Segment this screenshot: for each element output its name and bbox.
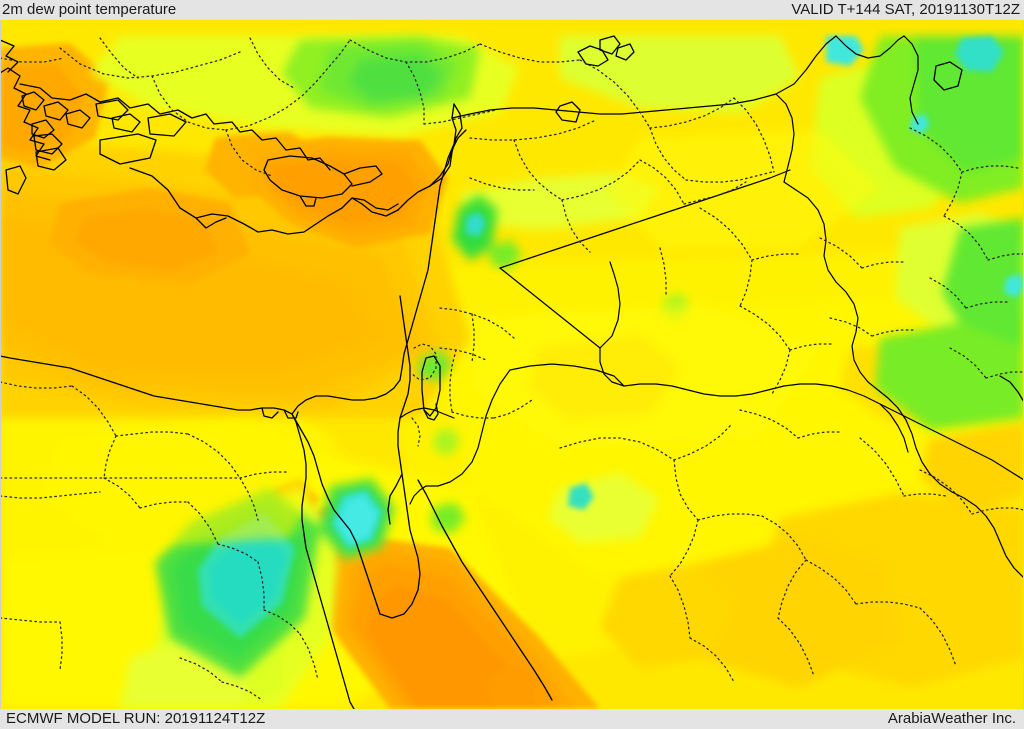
header-bar: 2m dew point temperature VALID T+144 SAT… xyxy=(0,0,1024,20)
page-title: 2m dew point temperature xyxy=(2,1,177,18)
map-canvas[interactable] xyxy=(0,18,1024,709)
dew-point-contour-plot xyxy=(0,18,1024,709)
field-teal xyxy=(198,36,1024,638)
plot-edge-left xyxy=(0,18,1,709)
field-highlights xyxy=(40,130,880,548)
footer-bar: ECMWF MODEL RUN: 20191124T12Z ArabiaWeat… xyxy=(0,709,1024,729)
valid-time-label: VALID T+144 SAT, 20191130T12Z xyxy=(791,1,1020,18)
admin-boundary-layer xyxy=(0,35,1024,709)
contour-fill-group xyxy=(0,18,1024,709)
coastline-layer xyxy=(0,35,1024,709)
model-run-label: ECMWF MODEL RUN: 20191124T12Z xyxy=(6,710,266,727)
national-border-layer xyxy=(399,35,1024,579)
credit-label: ArabiaWeather Inc. xyxy=(887,710,1016,727)
